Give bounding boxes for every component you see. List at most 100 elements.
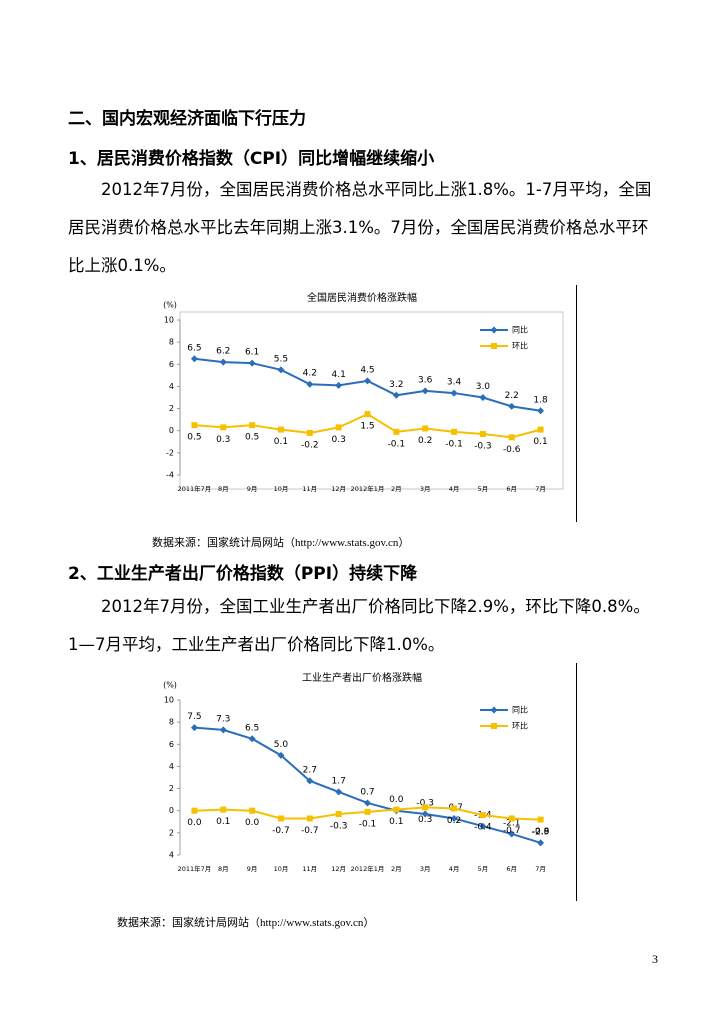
data-label: 3.2 (389, 380, 403, 390)
data-label: 0.0 (245, 818, 260, 828)
data-label: 3.6 (418, 375, 433, 385)
x-tick-label: 10月 (274, 485, 289, 493)
data-label: 0.0 (187, 818, 202, 828)
x-tick-label: 4月 (449, 865, 460, 873)
data-label: 1.7 (331, 776, 345, 786)
y-tick-label: 0 (169, 426, 174, 435)
data-label: 0.5 (245, 433, 259, 443)
x-tick-label: 12月 (331, 865, 346, 873)
data-label: -0.3 (474, 442, 492, 452)
marker (220, 424, 227, 431)
marker (479, 822, 487, 830)
data-label: 0.3 (331, 435, 345, 445)
data-label: 0.1 (274, 437, 288, 447)
marker (422, 804, 429, 811)
marker (191, 807, 198, 814)
marker (335, 381, 343, 389)
y-tick-label: 10 (164, 696, 174, 705)
marker (421, 387, 429, 395)
marker (335, 788, 343, 796)
paragraph: 2012年7月份，全国工业生产者出厂价格同比下降2.9%，环比下降0.8%。1—… (68, 597, 650, 654)
x-tick-label: 4月 (449, 485, 460, 493)
marker (537, 839, 545, 847)
marker (479, 812, 486, 819)
marker (392, 391, 400, 399)
marker (537, 816, 544, 823)
data-label: -0.7 (272, 826, 290, 836)
y-axis-label: (%) (163, 301, 177, 310)
y-tick-label: 2 (169, 784, 174, 793)
data-label: 1.8 (533, 395, 548, 405)
marker (422, 425, 429, 432)
data-label: 0.3 (216, 435, 230, 445)
marker (306, 429, 313, 436)
marker (537, 407, 545, 415)
paragraph: 2012年7月份，全国居民消费价格总水平同比上涨1.8%。1-7月平均，全国居民… (68, 180, 652, 275)
divider (576, 663, 577, 901)
x-tick-label: 3月 (420, 485, 431, 493)
x-tick-label: 2月 (391, 485, 402, 493)
x-tick-label: 5月 (478, 485, 489, 493)
marker (421, 810, 429, 818)
marker (479, 431, 486, 438)
x-tick-label: 9月 (247, 865, 258, 873)
marker (364, 799, 371, 807)
data-label: -0.1 (388, 439, 406, 449)
y-tick-label: -2 (166, 448, 174, 457)
marker (306, 815, 313, 822)
section-title: 二、国内宏观经济面临下行压力 (68, 109, 306, 129)
legend-marker (491, 723, 497, 729)
data-label: 4.2 (303, 369, 317, 379)
data-label: 7.5 (187, 712, 201, 722)
subsection-title: 2、工业生产者出厂价格指数（PPI）持续下降 (68, 564, 418, 584)
x-tick-label: 2月 (391, 865, 402, 873)
data-label: -0.1 (359, 819, 377, 829)
legend-label: 同比 (512, 705, 528, 715)
chart: 工业生产者出厂价格涨跌幅 (%) 10 8 6 4 2 0 2 4 2011年7月 8月 9月 10月 11… (163, 671, 550, 873)
x-tick-label: 2012年1月 (351, 864, 385, 873)
x-tick-label: 2011年7月 (178, 864, 212, 873)
data-label: -0.3 (330, 822, 348, 832)
chart-title: 全国居民消费价格涨跌幅 (307, 291, 417, 304)
x-tick-label: 11月 (302, 865, 317, 873)
marker (508, 830, 516, 838)
marker (249, 422, 256, 429)
x-tick-label: 8月 (218, 485, 229, 493)
marker (364, 411, 371, 418)
data-label: 0.2 (447, 816, 461, 826)
y-tick-label: 8 (169, 338, 174, 347)
y-tick-label: 6 (169, 740, 174, 749)
x-tick-label: 2011年7月 (178, 484, 212, 493)
page-number: 3 (652, 952, 658, 966)
y-tick-label: -4 (166, 471, 174, 480)
chart-title: 工业生产者出厂价格涨跌幅 (302, 671, 422, 684)
legend-label: 环比 (512, 721, 528, 731)
y-tick-label: 4 (169, 851, 174, 860)
x-tick-label: 2012年1月 (351, 484, 385, 493)
data-label: 3.0 (476, 382, 491, 392)
y-tick-label: 2 (169, 404, 174, 413)
data-label: 0.3 (418, 815, 432, 825)
marker (190, 355, 198, 363)
x-tick-label: 9月 (247, 485, 258, 493)
data-label: 6.5 (245, 723, 259, 733)
marker (190, 724, 198, 732)
data-label: 0.5 (187, 433, 201, 443)
x-tick-label: 8月 (218, 865, 229, 873)
marker (277, 815, 284, 822)
data-label: -0.8 (532, 827, 550, 837)
marker (277, 751, 285, 759)
marker (277, 426, 284, 433)
marker (393, 806, 400, 813)
data-label: 4.5 (360, 365, 374, 375)
x-tick-label: 5月 (478, 865, 489, 873)
y-axis-label: (%) (163, 681, 177, 690)
data-label: 4.1 (331, 370, 345, 380)
data-label: 0.0 (389, 795, 404, 805)
data-label: -2.9 (532, 827, 550, 837)
marker (306, 380, 314, 388)
marker (248, 735, 256, 743)
legend-label: 同比 (512, 325, 528, 335)
y-tick-label: 2 (169, 828, 174, 837)
data-label: 2.2 (505, 391, 519, 401)
